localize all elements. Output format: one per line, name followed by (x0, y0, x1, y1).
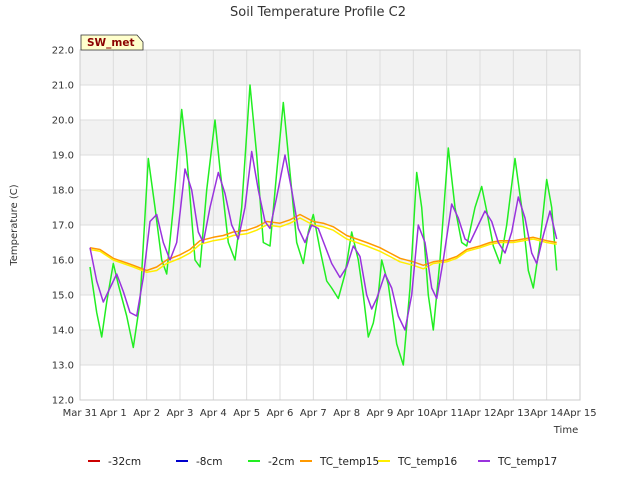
series-line-tc-temp15 (89, 213, 557, 272)
y-tick-label: 12.0 (52, 396, 74, 407)
y-tick-label: 17.0 (52, 221, 74, 232)
x-tick-label: Apr 6 (267, 408, 294, 419)
y-tick-label: 13.0 (52, 361, 74, 372)
y-tick-label: 14.0 (52, 326, 74, 337)
legend-label: -2cm (268, 456, 294, 468)
background-band (80, 50, 580, 85)
x-tick-label: Apr 8 (333, 408, 360, 419)
background-band (80, 85, 580, 120)
y-tick-label: 18.0 (52, 186, 74, 197)
background-band (80, 330, 580, 365)
background-band (80, 120, 580, 155)
chart-title: Soil Temperature Profile C2 (230, 5, 406, 20)
legend-label: TC_temp17 (497, 456, 557, 468)
background-band (80, 260, 580, 295)
legend-label: TC_temp15 (319, 456, 379, 468)
x-tick-label: Apr 1 (100, 408, 127, 419)
badge-text: SW_met (87, 37, 134, 49)
x-axis-label: Time (553, 425, 578, 436)
background-band (80, 295, 580, 330)
legend-label: -32cm (108, 456, 141, 468)
x-tick-label: Apr 2 (133, 408, 160, 419)
x-tick-label: Apr 10 (397, 408, 430, 419)
y-tick-label: 16.0 (52, 256, 74, 267)
series-line-tc-temp16 (89, 217, 557, 274)
x-tick-label: Apr 7 (300, 408, 327, 419)
y-axis-ticks: 12.0 13.0 14.0 15.0 16.0 17.0 18.0 19.0 20.0 21.0… (52, 46, 74, 407)
y-tick-label: 22.0 (52, 46, 74, 57)
x-tick-label: Apr 5 (233, 408, 260, 419)
legend: -32cm -8cm -2cm TC_temp15 TC_temp16 TC_temp17 (88, 456, 557, 468)
x-tick-label: Apr 14 (530, 408, 563, 419)
x-tick-label: Apr 4 (200, 408, 227, 419)
station-badge: SW_met (80, 34, 144, 51)
y-tick-label: 19.0 (52, 151, 74, 162)
x-axis-ticks: Mar 31 Apr 1 Apr 2 Apr 3 Apr 4 Apr 5 Apr 6 Apr … (63, 408, 597, 419)
badge-shape (80, 34, 144, 51)
y-tick-label: 21.0 (52, 81, 74, 92)
series-line-tc-temp17 (89, 150, 558, 331)
x-tick-label: Mar 31 (63, 408, 98, 419)
series-lines (89, 84, 558, 366)
y-axis-label: Temperature (C) (9, 184, 20, 266)
x-tick-label: Apr 3 (167, 408, 194, 419)
background-band (80, 365, 580, 400)
legend-label: TC_temp16 (397, 456, 458, 468)
plot-frame (79, 49, 581, 401)
x-tick-label: Apr 11 (430, 408, 463, 419)
y-tick-label: 15.0 (52, 291, 74, 302)
legend-label: -8cm (196, 456, 222, 468)
background-band (80, 190, 580, 225)
background-band (80, 155, 580, 190)
x-tick-label: Apr 12 (463, 408, 496, 419)
y-tick-label: 20.0 (52, 116, 74, 127)
x-tick-label: Apr 15 (563, 408, 596, 419)
x-tick-label: Apr 13 (497, 408, 530, 419)
x-tick-label: Apr 9 (367, 408, 394, 419)
